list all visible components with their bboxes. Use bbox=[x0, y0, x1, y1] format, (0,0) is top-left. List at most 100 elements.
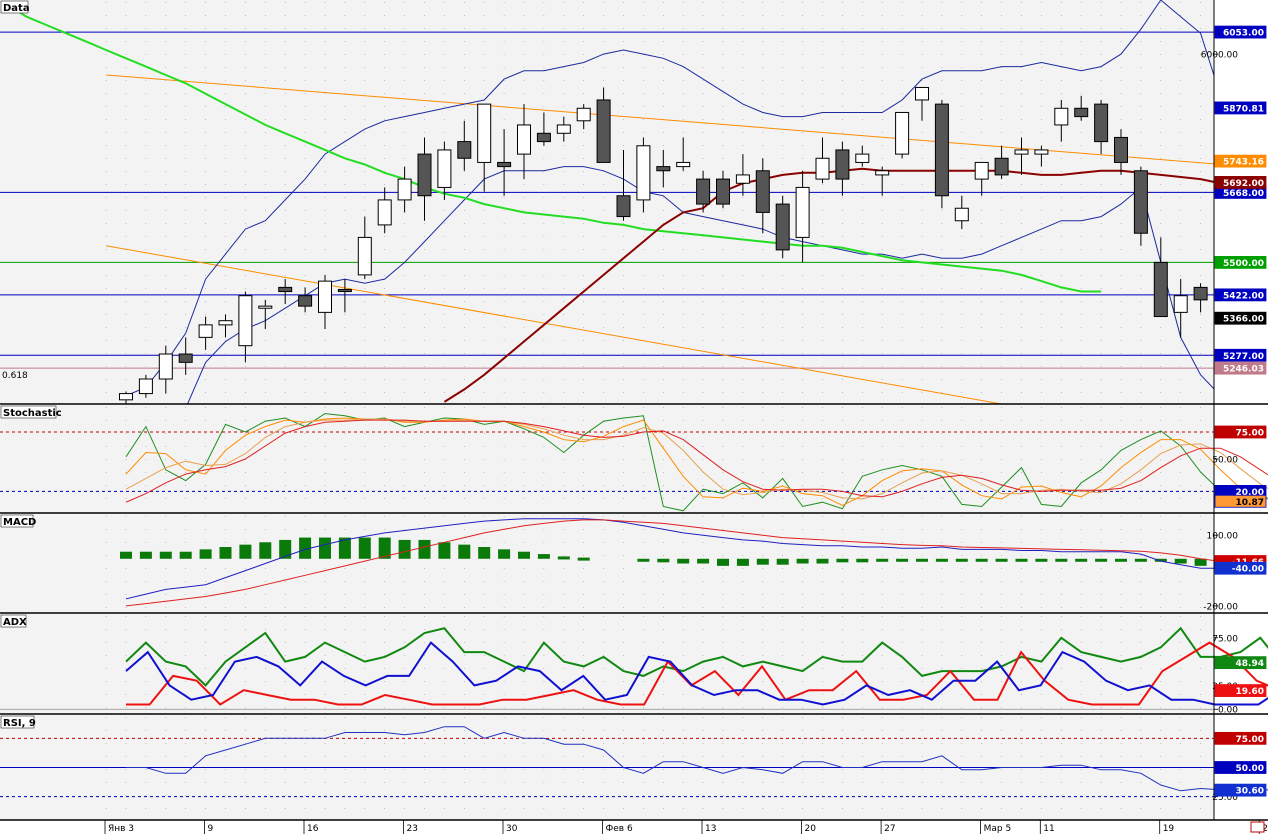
candle-body bbox=[556, 124, 571, 134]
plus-di-line bbox=[125, 641, 1268, 706]
price-level-tag-box bbox=[1214, 25, 1267, 39]
rsi-level-tag: 75.00 bbox=[1236, 735, 1264, 745]
macd-hist-bar bbox=[1174, 558, 1187, 564]
candle-body bbox=[576, 107, 591, 122]
candle-body bbox=[735, 174, 750, 184]
time-tick-label: 16 bbox=[307, 824, 319, 834]
candle-body bbox=[1173, 295, 1188, 313]
macd-hist-bar bbox=[159, 551, 172, 559]
price-level-tag: 5668.00 bbox=[1223, 189, 1264, 199]
candle-body bbox=[238, 295, 253, 347]
price-level-tag: 5277.00 bbox=[1223, 352, 1264, 362]
macd-hist-bar bbox=[1095, 558, 1108, 562]
candle-body bbox=[318, 280, 332, 313]
adx-panel-label: ADX bbox=[3, 617, 27, 628]
macd-hist-bar bbox=[120, 551, 132, 559]
candle-body bbox=[536, 132, 551, 143]
candle-body bbox=[755, 170, 770, 213]
candle-body bbox=[815, 157, 830, 180]
macd-hist-bar bbox=[816, 558, 829, 564]
minus-di-tag: 19.60 bbox=[1236, 687, 1264, 697]
macd-hist-bar bbox=[1015, 558, 1028, 562]
price-tag-box bbox=[1214, 311, 1267, 325]
price-axis-tick: 6000.00 bbox=[1201, 51, 1238, 61]
macd-hist-bar bbox=[916, 558, 928, 562]
macd-hist-bar bbox=[856, 558, 869, 563]
stoch-level-tag: 20.00 bbox=[1236, 488, 1264, 498]
price-tag: 5366.00 bbox=[1223, 315, 1264, 325]
rsi-level-tag: 50.00 bbox=[1236, 764, 1264, 774]
macd-hist-bar bbox=[1134, 558, 1147, 562]
candle-body bbox=[357, 236, 372, 276]
candle-body bbox=[417, 153, 432, 197]
candle-body bbox=[1153, 261, 1168, 318]
adx-axis-tick: 75.00 bbox=[1212, 634, 1238, 644]
price-panel-label: Data bbox=[3, 3, 30, 14]
rsi-value-tag-box bbox=[1214, 783, 1267, 797]
macd-value-tag-box bbox=[1214, 561, 1267, 575]
fib-level-label: 0.618 bbox=[2, 371, 28, 381]
adx-panel-label-box bbox=[0, 614, 27, 628]
macd-hist-bar bbox=[1115, 558, 1127, 562]
macd-hist-bar bbox=[179, 551, 192, 559]
macd-hist-bar bbox=[398, 539, 411, 559]
bollinger-upper-line bbox=[125, 0, 1214, 397]
candle-body bbox=[278, 286, 293, 293]
price-level-tag: 5500.00 bbox=[1223, 259, 1264, 269]
rsi-panel-label: RSI, 9 bbox=[3, 718, 36, 729]
time-axis-area bbox=[0, 820, 1268, 834]
candle-body bbox=[934, 103, 949, 197]
macd-hist-bar bbox=[935, 558, 948, 562]
candle-body bbox=[158, 353, 173, 380]
candle-body bbox=[915, 86, 929, 101]
macd-hist-bar bbox=[955, 558, 968, 562]
price-tag-box bbox=[1214, 101, 1267, 115]
macd-hist-bar bbox=[139, 551, 152, 559]
candle-body bbox=[517, 124, 531, 155]
bollinger-lower-line bbox=[186, 166, 1214, 404]
candle-body bbox=[258, 305, 273, 309]
rsi-panel-label-box bbox=[0, 715, 35, 729]
candle-body bbox=[377, 199, 392, 226]
candle-body bbox=[337, 288, 352, 293]
price-axis-area bbox=[1214, 0, 1268, 404]
candle-body bbox=[795, 186, 810, 238]
macd-hist-bar bbox=[637, 558, 650, 562]
stoch-plot-area bbox=[0, 405, 1214, 513]
time-tick-label: 27 bbox=[884, 824, 895, 834]
candle-body bbox=[716, 178, 730, 205]
macd-hist-bar bbox=[736, 558, 749, 566]
price-tag: 5743.16 bbox=[1223, 158, 1264, 168]
time-tick-label: 23 bbox=[407, 824, 418, 834]
candle-body bbox=[1094, 103, 1109, 143]
macd-hist-bar bbox=[557, 556, 570, 560]
candle-body bbox=[676, 161, 691, 168]
stoch-d1-line bbox=[125, 417, 1268, 506]
macd-hist-bar bbox=[458, 544, 471, 559]
macd-axis-tick: 100.00 bbox=[1207, 532, 1239, 542]
macd-hist-bar bbox=[478, 547, 491, 559]
candle-body bbox=[119, 393, 133, 401]
candle-body bbox=[1114, 136, 1128, 163]
macd-hist-bar bbox=[836, 558, 849, 563]
macd-hist-bar bbox=[299, 537, 312, 559]
time-tick-label: 30 bbox=[506, 824, 518, 834]
stoch-value-tag: 10.87 bbox=[1236, 498, 1264, 508]
candle-body bbox=[457, 141, 472, 159]
rsi-level-tag-box bbox=[1214, 731, 1267, 745]
candle-body bbox=[1034, 149, 1049, 155]
price-tag: 5692.00 bbox=[1223, 179, 1264, 189]
candle-body bbox=[974, 161, 989, 180]
candle-body bbox=[775, 203, 790, 251]
macd-hist-bar bbox=[418, 539, 431, 559]
rsi-level-tag-box bbox=[1214, 761, 1267, 774]
candle-body bbox=[994, 157, 1009, 176]
price-level-tag-box bbox=[1214, 288, 1267, 302]
macd-hist-bar bbox=[975, 558, 988, 562]
macd-hist-bar bbox=[697, 558, 710, 564]
sma-long-line bbox=[6, 3, 1102, 293]
macd-hist-bar bbox=[498, 549, 511, 559]
stoch-axis-tick: 50.00 bbox=[1212, 456, 1238, 466]
candle-body bbox=[178, 353, 193, 363]
macd-panel-label: MACD bbox=[3, 517, 36, 528]
